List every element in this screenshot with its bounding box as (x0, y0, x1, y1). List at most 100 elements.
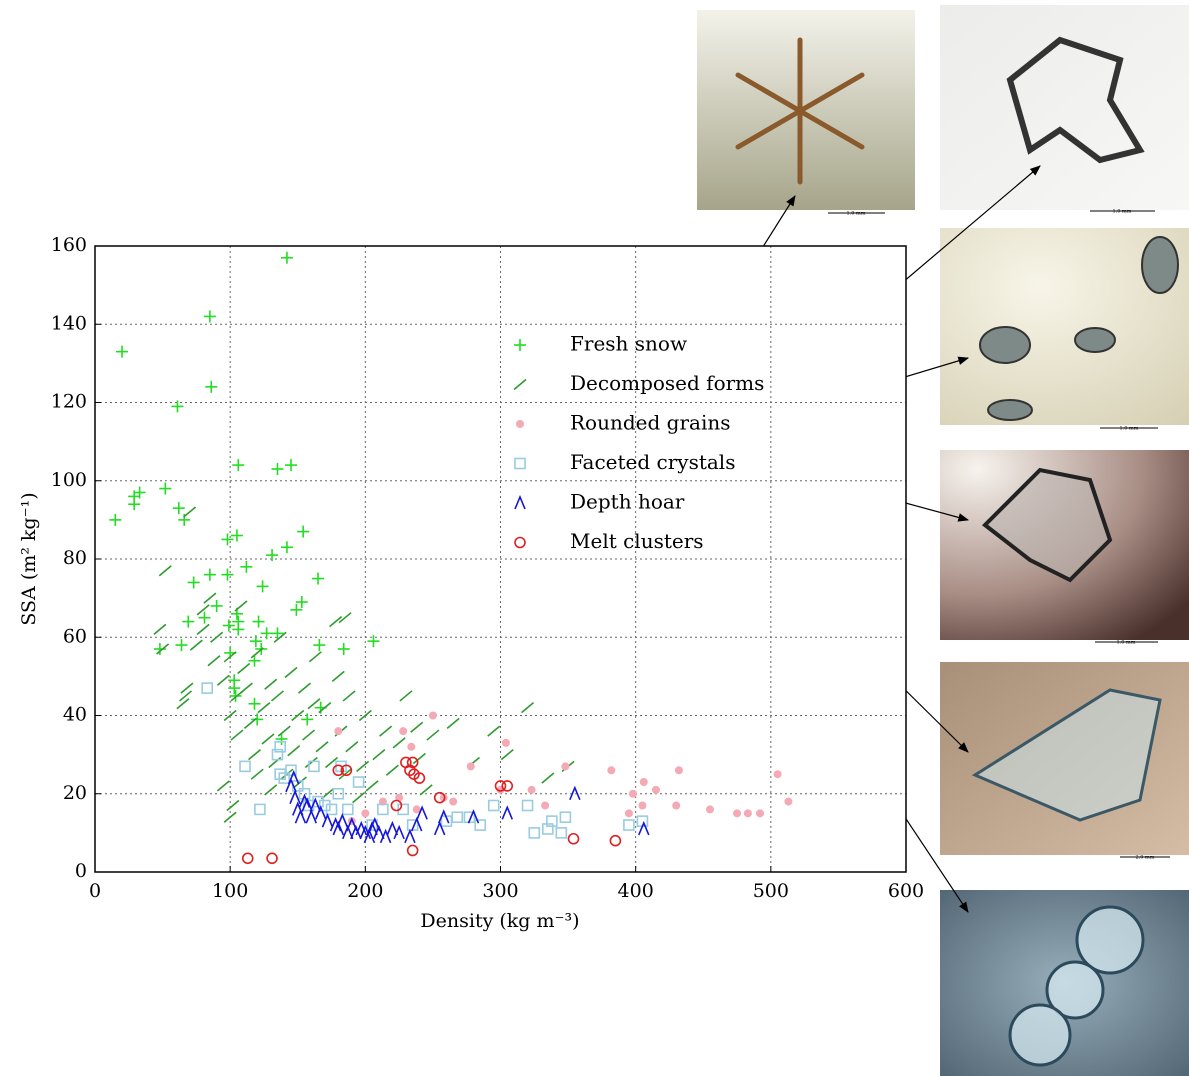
point (308, 651, 322, 663)
point (313, 639, 326, 652)
point (404, 828, 416, 844)
marker-part (336, 813, 349, 828)
point (321, 813, 334, 828)
point (280, 541, 293, 554)
point (706, 805, 715, 814)
point (439, 793, 448, 802)
point (156, 643, 170, 655)
point (201, 682, 213, 694)
y-tick-label: 160 (51, 234, 87, 256)
point (228, 682, 241, 695)
marker-part (338, 612, 352, 624)
point (638, 820, 650, 836)
point (393, 824, 405, 840)
marker-part (358, 709, 372, 722)
marker-part (404, 764, 416, 777)
point (341, 803, 354, 816)
point (628, 789, 637, 798)
x-tick-label: 600 (888, 880, 924, 902)
marker-part (176, 698, 190, 710)
point (501, 738, 510, 747)
marker-part (528, 827, 541, 839)
legend-label: Decomposed forms (570, 371, 764, 395)
marker-part (329, 615, 343, 628)
marker-part (651, 785, 660, 794)
point (352, 792, 366, 804)
marker-part (223, 811, 237, 823)
marker-part (278, 772, 291, 784)
point (345, 741, 359, 753)
point (624, 809, 633, 818)
marker-part (437, 809, 450, 824)
point (274, 740, 286, 753)
marker-part (624, 809, 633, 818)
point (234, 600, 248, 612)
marker-part (386, 820, 399, 836)
marker-part (302, 729, 316, 741)
point (250, 768, 264, 780)
marker-part (639, 778, 648, 787)
point (290, 603, 303, 616)
point (302, 729, 316, 741)
point (257, 702, 271, 714)
point (399, 690, 413, 702)
x-tick-label: 0 (89, 880, 101, 902)
point (248, 697, 261, 710)
point (301, 713, 314, 726)
point (756, 809, 765, 818)
point (569, 785, 581, 801)
point (342, 690, 356, 702)
marker-part (412, 805, 421, 814)
marker-part (467, 809, 480, 824)
marker-part (230, 729, 244, 741)
point (385, 764, 399, 776)
point (171, 400, 184, 413)
point (318, 799, 331, 812)
point (338, 768, 352, 780)
marker-part (332, 787, 345, 800)
point (293, 776, 307, 788)
marker-part (207, 655, 221, 667)
point (260, 627, 273, 640)
marker-part (628, 789, 637, 798)
marker-part (555, 827, 568, 839)
marker-part (466, 762, 475, 771)
point (359, 824, 372, 840)
x-tick-label: 300 (482, 880, 518, 902)
point (175, 639, 188, 652)
point (406, 756, 419, 769)
point (223, 709, 237, 722)
point (528, 827, 541, 839)
point (325, 803, 338, 816)
marker-part (607, 766, 616, 775)
marker-part (331, 670, 345, 682)
marker-part (271, 748, 284, 761)
marker-part (567, 832, 580, 845)
point (239, 682, 253, 694)
point (466, 762, 475, 771)
marker-part (239, 682, 253, 694)
marker-part (513, 378, 527, 391)
point (307, 698, 321, 710)
point (395, 793, 404, 802)
legend-marker (513, 378, 527, 391)
marker-part (638, 801, 647, 810)
marker-part (180, 682, 194, 694)
marker-part (297, 682, 312, 694)
marker-part (773, 770, 782, 779)
marker-part (672, 801, 681, 810)
marker-part (342, 690, 356, 702)
plot: 0 100 200 300 400 500 600 0 20 40 60 80 100 120 140 160… (51, 234, 924, 902)
marker-part (329, 816, 342, 832)
marker-part (237, 662, 251, 675)
point (308, 760, 320, 773)
marker-part (247, 749, 262, 761)
marker-part (756, 809, 765, 818)
point (607, 766, 616, 775)
point (567, 832, 580, 845)
y-tick-label: 140 (51, 312, 87, 334)
marker-part (404, 828, 416, 844)
marker-part (226, 799, 240, 812)
x-tick-label: 500 (753, 880, 789, 902)
legend-label: Fresh snow (570, 332, 687, 356)
